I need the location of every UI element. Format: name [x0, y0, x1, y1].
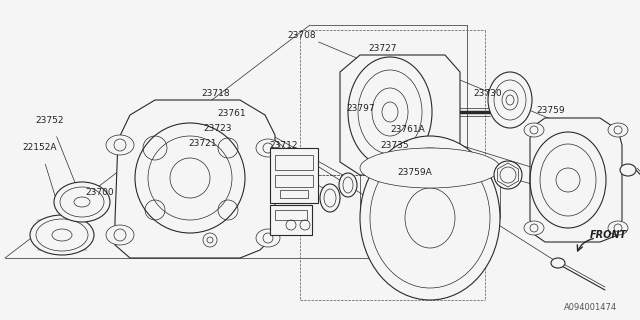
Ellipse shape — [360, 136, 500, 300]
Text: 23730: 23730 — [474, 89, 502, 98]
Text: 23761: 23761 — [218, 108, 246, 117]
Ellipse shape — [106, 135, 134, 155]
Text: 23759: 23759 — [537, 106, 565, 115]
Ellipse shape — [524, 123, 544, 137]
Ellipse shape — [339, 173, 357, 197]
Ellipse shape — [320, 184, 340, 212]
Ellipse shape — [256, 229, 280, 247]
Ellipse shape — [348, 57, 432, 167]
Bar — [270, 205, 312, 235]
Bar — [275, 175, 313, 187]
Text: 23797: 23797 — [347, 103, 375, 113]
Bar — [275, 210, 307, 220]
Text: 23752: 23752 — [36, 116, 64, 124]
Polygon shape — [340, 55, 460, 175]
Ellipse shape — [608, 221, 628, 235]
Ellipse shape — [494, 161, 522, 189]
Text: 22152A: 22152A — [23, 142, 57, 151]
Ellipse shape — [30, 215, 94, 255]
Polygon shape — [115, 100, 275, 258]
Text: 23721: 23721 — [189, 139, 217, 148]
Text: 23700: 23700 — [86, 188, 115, 196]
Text: 23759A: 23759A — [397, 167, 433, 177]
Bar — [540, 183, 560, 195]
Ellipse shape — [106, 225, 134, 245]
Text: 23708: 23708 — [288, 30, 316, 39]
Text: 23727: 23727 — [369, 44, 397, 52]
Ellipse shape — [256, 139, 280, 157]
Bar — [270, 148, 318, 203]
Text: 23735: 23735 — [381, 140, 410, 149]
Text: FRONT: FRONT — [589, 230, 627, 240]
Polygon shape — [530, 118, 622, 242]
Ellipse shape — [524, 221, 544, 235]
Ellipse shape — [488, 72, 532, 128]
Text: 23718: 23718 — [202, 89, 230, 98]
Text: 23712: 23712 — [269, 140, 298, 149]
Bar — [275, 155, 313, 170]
Bar — [280, 190, 308, 198]
Text: 23723: 23723 — [204, 124, 232, 132]
Ellipse shape — [360, 148, 500, 188]
Ellipse shape — [620, 164, 636, 176]
Ellipse shape — [551, 258, 565, 268]
Ellipse shape — [608, 123, 628, 137]
Ellipse shape — [54, 182, 110, 222]
Text: A094001474: A094001474 — [563, 303, 616, 313]
Text: 23761A: 23761A — [390, 124, 426, 133]
